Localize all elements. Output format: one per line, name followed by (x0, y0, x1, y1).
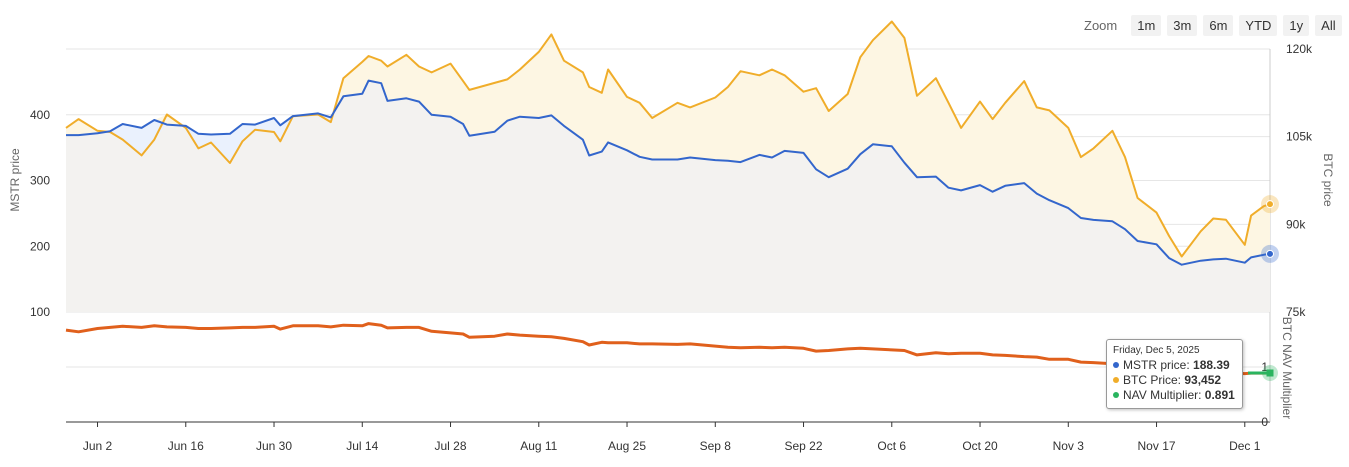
y-right-title: BTC price (1321, 153, 1335, 207)
axes: 100 200 300 400 75k 90k 105k 120k 0 1 Jun 2 Jun 16 J… (8, 42, 1335, 453)
nav-axis-title: BTC NAV Multiplier (1280, 317, 1294, 419)
x-tick-label-0: Jun 2 (83, 439, 113, 453)
x-tick-label-11: Nov 3 (1053, 439, 1085, 453)
y-left-tick-300: 300 (30, 174, 50, 188)
x-tick-label-2: Jun 30 (256, 439, 292, 453)
y-left-tick-200: 200 (30, 239, 50, 253)
nav-dot-icon (1113, 392, 1119, 398)
zoom-bar: Zoom 1m 3m 6m YTD 1y All (1084, 14, 1342, 36)
tooltip-date: Friday, Dec 5, 2025 (1113, 345, 1200, 356)
x-tick-label-7: Sep 8 (700, 439, 732, 453)
y-left-tick-100: 100 (30, 305, 50, 319)
y-right-tick-120k: 120k (1286, 42, 1313, 56)
y-right-tick-75k: 75k (1286, 305, 1306, 319)
x-tick-label-4: Jul 28 (435, 439, 467, 453)
nav-multiplier-line (65, 322, 1271, 376)
zoom-3m-button[interactable]: 3m (1167, 14, 1198, 36)
x-tick-label-13: Dec 1 (1229, 439, 1261, 453)
y-left-tick-400: 400 (30, 108, 50, 122)
nav-hover-point (1266, 369, 1274, 377)
overlap-area-fill (66, 80, 1270, 312)
area-fills (66, 21, 1270, 312)
tooltip-nav-label: NAV Multiplier: (1123, 388, 1205, 402)
x-tick-label-6: Aug 25 (608, 439, 646, 453)
mstr-price-line (66, 79, 1271, 266)
x-tick-label-9: Oct 6 (877, 439, 906, 453)
tooltip-mstr-value: 188.39 (1193, 358, 1230, 372)
x-tick-label-8: Sep 22 (785, 439, 823, 453)
zoom-1m-button[interactable]: 1m (1131, 14, 1162, 36)
tooltip-btc-label: BTC Price: (1123, 373, 1185, 387)
x-tick-label-3: Jul 14 (346, 439, 378, 453)
tooltip: Friday, Dec 5, 2025 MSTR price: 188.39 B… (1106, 339, 1243, 409)
tooltip-mstr-label: MSTR price: (1123, 358, 1194, 372)
zoom-all-button[interactable]: All (1315, 14, 1342, 36)
hover-markers (1248, 195, 1279, 381)
btc-price-line (65, 20, 1271, 258)
nav-tick-0: 0 (1261, 415, 1268, 429)
y-left-title: MSTR price (8, 148, 22, 212)
x-tick-label-12: Nov 17 (1138, 439, 1176, 453)
y-right-tick-105k: 105k (1286, 130, 1313, 144)
tooltip-nav-value: 0.891 (1204, 388, 1235, 402)
nav-tick-1: 1 (1261, 360, 1268, 374)
tooltip-mstr-row: MSTR price: 188.39 (1113, 358, 1242, 373)
mstr-hover-point (1266, 249, 1274, 258)
y-right-tick-90k: 90k (1286, 217, 1306, 231)
x-tick-label-10: Oct 20 (962, 439, 998, 453)
zoom-label: Zoom (1084, 17, 1118, 33)
tooltip-nav-row: NAV Multiplier: 0.891 (1113, 388, 1242, 403)
zoom-6m-button[interactable]: 6m (1203, 14, 1234, 36)
x-tick-label-5: Aug 11 (520, 439, 557, 453)
tooltip-btc-value: 93,452 (1184, 373, 1222, 387)
btc-hover-point (1266, 200, 1274, 209)
btc-dot-icon (1113, 377, 1119, 383)
series-lines (65, 20, 1271, 376)
x-tick-label-1: Jun 16 (168, 439, 204, 453)
tooltip-btc-row: BTC Price: 93,452 (1113, 373, 1242, 388)
zoom-ytd-button[interactable]: YTD (1239, 14, 1278, 36)
zoom-1y-button[interactable]: 1y (1283, 14, 1310, 36)
mstr-dot-icon (1113, 362, 1119, 368)
